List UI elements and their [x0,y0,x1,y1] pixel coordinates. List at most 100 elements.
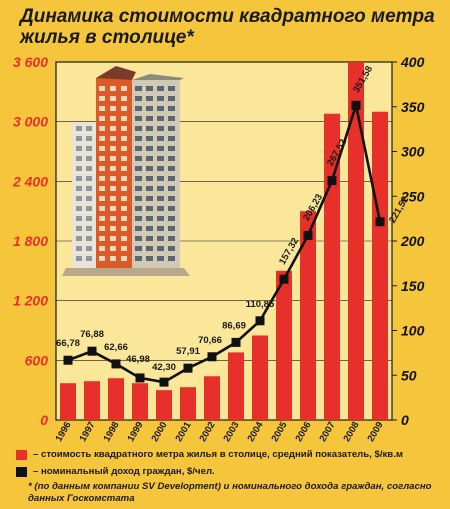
building-window [110,246,116,251]
building-window [135,216,142,221]
building-window [146,156,153,161]
building-window [121,226,127,231]
data-label-income: 66,78 [56,338,80,349]
left-axis-tick-label: 0 [40,412,48,428]
left-axis-tick-label: 1 800 [13,233,48,249]
point-income-2002 [207,352,217,362]
building-window [168,186,175,191]
building-window [121,86,127,91]
building-window [86,126,92,131]
point-income-1997 [87,346,97,356]
data-label-income: 46,98 [126,354,150,365]
building-window [168,86,175,91]
right-axis-tick-label: 150 [401,278,425,294]
building-window [86,186,92,191]
x-tick-label: 2007 [318,420,338,444]
data-label-income: 110,85 [246,299,275,310]
building-window [157,186,164,191]
building-window [76,176,82,181]
building-window [110,116,116,121]
building-window [110,156,116,161]
building-window [76,226,82,231]
point-income-1998 [111,359,121,369]
chart-svg: 0 600 1 200 1 800 2 400 3 000 3 600 0 50 100 150 2… [12,54,425,444]
building-window [135,206,142,211]
building-window [135,226,142,231]
building-window [121,196,127,201]
bar-price-2000 [156,390,172,420]
building-window [76,186,82,191]
building-window [99,226,105,231]
legend-swatch-price [16,450,27,460]
building-window [110,126,116,131]
building-window [121,146,127,151]
point-income-2001 [183,363,193,373]
building-window [110,186,116,191]
building-window [135,146,142,151]
building-window [86,196,92,201]
data-label-income: 57,91 [176,346,200,357]
building-window [110,176,116,181]
data-label-income: 42,30 [152,362,176,373]
right-axis-tick-label: 300 [401,144,425,160]
point-income-2007 [327,176,337,186]
building-window [168,106,175,111]
building-window [168,166,175,171]
building-window [157,196,164,201]
point-income-2005 [279,274,289,284]
left-axis-tick-label: 2 400 [12,173,48,189]
building-window [86,176,92,181]
building-window [110,216,116,221]
building-window [146,116,153,121]
building-window [76,156,82,161]
building-window [86,156,92,161]
x-tick-label: 2005 [270,419,290,443]
building-window [168,206,175,211]
building-window [99,106,105,111]
building-window [135,256,142,261]
building-window [168,246,175,251]
chart-title: Динамика стоимости квадратного метра жил… [20,6,435,48]
building-window [146,236,153,241]
building-window [146,186,153,191]
bar-price-2005 [276,270,292,420]
point-income-1996 [63,355,73,365]
building-window [86,216,92,221]
building-window [157,206,164,211]
building-window [157,156,164,161]
legend-swatch-income [16,467,27,477]
point-income-2009 [375,217,385,227]
building-window [86,226,92,231]
building-window [146,246,153,251]
x-tick-label: 1997 [78,420,98,444]
x-tick-label: 2003 [222,420,242,444]
building-window [99,216,105,221]
building-window [99,246,105,251]
point-income-1999 [135,373,145,383]
building-window [121,236,127,241]
building-window [157,86,164,91]
building-window [110,196,116,201]
building-window [168,236,175,241]
building-window [135,126,142,131]
bar-price-2006 [300,211,316,420]
data-label-income: 86,69 [222,320,246,331]
point-income-2008 [351,100,361,110]
right-axis-tick-label: 0 [401,412,409,428]
building-window [157,176,164,181]
building-window [168,116,175,121]
building-window [157,236,164,241]
apartment-building-icon [62,66,190,276]
building-window [157,106,164,111]
building-window [99,186,105,191]
building-window [76,146,82,151]
bar-price-2003 [228,352,244,420]
legend-item-income: – номинальный доход граждан, $/чел. [12,464,444,481]
building-window [76,216,82,221]
building-window [146,86,153,91]
point-income-2004 [255,316,265,326]
right-axis-tick-label: 250 [400,188,425,204]
building-window [135,96,142,101]
building-window [157,126,164,131]
